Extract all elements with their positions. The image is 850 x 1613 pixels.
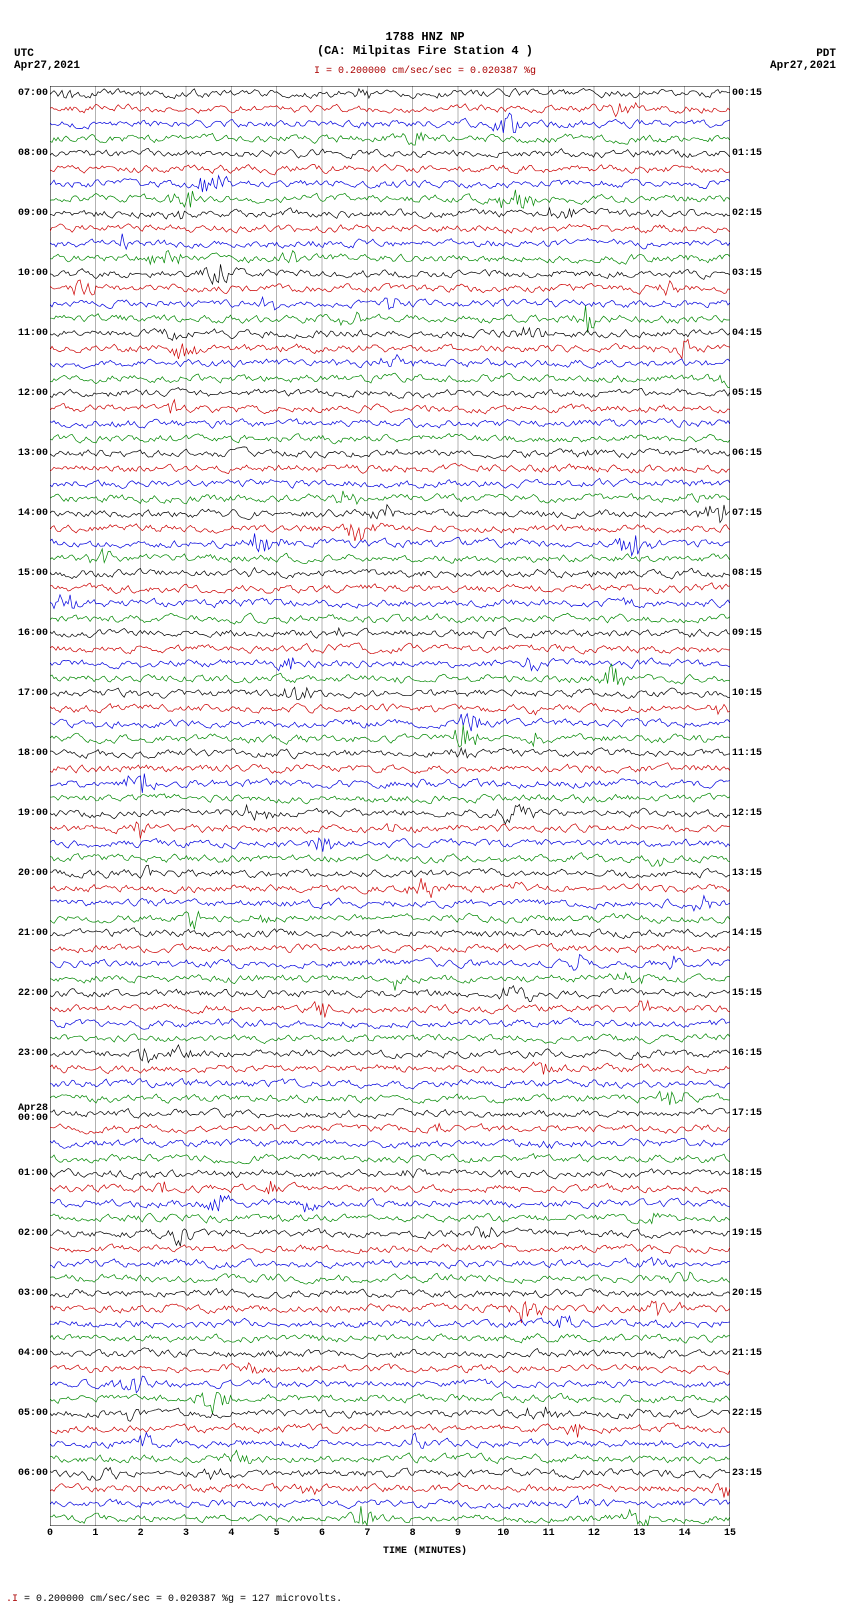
hour-label: 03:00 bbox=[18, 1289, 48, 1299]
x-tick: 7 bbox=[364, 1528, 370, 1539]
hour-label: 12:00 bbox=[18, 389, 48, 399]
hour-label: Apr28 00:00 bbox=[18, 1104, 48, 1124]
hour-label: 09:15 bbox=[732, 629, 762, 639]
x-tick: 9 bbox=[455, 1528, 461, 1539]
station-id: 1788 HNZ NP bbox=[0, 30, 850, 44]
x-axis-title: TIME (MINUTES) bbox=[0, 1546, 850, 1557]
hour-label: 19:00 bbox=[18, 809, 48, 819]
x-tick: 13 bbox=[633, 1528, 645, 1539]
scale-text: = 0.200000 cm/sec/sec = 0.020387 %g bbox=[326, 66, 536, 77]
hour-label: 21:15 bbox=[732, 1349, 762, 1359]
tz-right-date: Apr27,2021 bbox=[770, 60, 836, 72]
hour-label: 11:15 bbox=[732, 749, 762, 759]
hour-label: 19:15 bbox=[732, 1229, 762, 1239]
hour-label: 12:15 bbox=[732, 809, 762, 819]
hour-label: 03:15 bbox=[732, 269, 762, 279]
scale-indicator: I = 0.200000 cm/sec/sec = 0.020387 %g bbox=[0, 66, 850, 77]
hour-label: 06:00 bbox=[18, 1469, 48, 1479]
scale-bar-icon: I bbox=[314, 66, 326, 77]
hour-label: 20:00 bbox=[18, 869, 48, 879]
hour-label: 11:00 bbox=[18, 329, 48, 339]
hour-label: 06:15 bbox=[732, 449, 762, 459]
timezone-right: PDT Apr27,2021 bbox=[770, 48, 836, 72]
hour-label: 08:00 bbox=[18, 149, 48, 159]
hour-label: 01:15 bbox=[732, 149, 762, 159]
hour-label: 14:00 bbox=[18, 509, 48, 519]
hour-label: 23:00 bbox=[18, 1049, 48, 1059]
x-tick: 4 bbox=[228, 1528, 234, 1539]
x-tick: 5 bbox=[274, 1528, 280, 1539]
hour-label: 22:00 bbox=[18, 989, 48, 999]
header: 1788 HNZ NP (CA: Milpitas Fire Station 4… bbox=[0, 30, 850, 58]
hour-label: 18:15 bbox=[732, 1169, 762, 1179]
seismogram-plot bbox=[50, 86, 730, 1526]
hour-label: 05:00 bbox=[18, 1409, 48, 1419]
tz-left-date: Apr27,2021 bbox=[14, 60, 80, 72]
x-tick: 11 bbox=[543, 1528, 555, 1539]
timezone-left: UTC Apr27,2021 bbox=[14, 48, 80, 72]
hour-label: 00:15 bbox=[732, 89, 762, 99]
pdt-hour-labels: 00:15 01:15 02:15 03:15 04:15 05:15 06:15 07:15… bbox=[732, 86, 792, 1526]
hour-label: 10:00 bbox=[18, 269, 48, 279]
x-tick: 0 bbox=[47, 1528, 53, 1539]
hour-label: 04:15 bbox=[732, 329, 762, 339]
hour-label: 23:15 bbox=[732, 1469, 762, 1479]
hour-label: 10:15 bbox=[732, 689, 762, 699]
hour-label: 13:00 bbox=[18, 449, 48, 459]
x-tick: 14 bbox=[679, 1528, 691, 1539]
x-tick: 10 bbox=[497, 1528, 509, 1539]
hour-label: 08:15 bbox=[732, 569, 762, 579]
hour-label: 04:00 bbox=[18, 1349, 48, 1359]
utc-hour-labels: 07:00 08:00 09:00 10:00 11:00 12:00 13:00 14:00… bbox=[6, 86, 48, 1526]
footer-scale-text: = 0.200000 cm/sec/sec = 0.020387 %g = 12… bbox=[24, 1594, 342, 1605]
x-tick: 15 bbox=[724, 1528, 736, 1539]
station-location: (CA: Milpitas Fire Station 4 ) bbox=[0, 44, 850, 58]
hour-label: 15:15 bbox=[732, 989, 762, 999]
hour-label: 05:15 bbox=[732, 389, 762, 399]
hour-label: 01:00 bbox=[18, 1169, 48, 1179]
hour-label: 21:00 bbox=[18, 929, 48, 939]
hour-label: 07:00 bbox=[18, 89, 48, 99]
footer-scale: .I = 0.200000 cm/sec/sec = 0.020387 %g =… bbox=[6, 1594, 342, 1605]
hour-label: 18:00 bbox=[18, 749, 48, 759]
hour-label: 02:00 bbox=[18, 1229, 48, 1239]
scale-bar-icon: .I bbox=[6, 1594, 24, 1605]
x-tick: 3 bbox=[183, 1528, 189, 1539]
x-tick: 2 bbox=[138, 1528, 144, 1539]
hour-label: 14:15 bbox=[732, 929, 762, 939]
tz-right-name: PDT bbox=[770, 48, 836, 60]
x-tick: 8 bbox=[410, 1528, 416, 1539]
hour-label: 22:15 bbox=[732, 1409, 762, 1419]
x-tick: 12 bbox=[588, 1528, 600, 1539]
hour-label: 07:15 bbox=[732, 509, 762, 519]
hour-label: 16:15 bbox=[732, 1049, 762, 1059]
x-tick: 1 bbox=[92, 1528, 98, 1539]
x-tick: 6 bbox=[319, 1528, 325, 1539]
hour-label: 02:15 bbox=[732, 209, 762, 219]
hour-label: 09:00 bbox=[18, 209, 48, 219]
hour-label: 17:00 bbox=[18, 689, 48, 699]
hour-label: 17:15 bbox=[732, 1109, 762, 1119]
hour-label: 13:15 bbox=[732, 869, 762, 879]
hour-label: 20:15 bbox=[732, 1289, 762, 1299]
hour-label: 15:00 bbox=[18, 569, 48, 579]
seismogram-page: 1788 HNZ NP (CA: Milpitas Fire Station 4… bbox=[0, 0, 850, 1613]
hour-label: 16:00 bbox=[18, 629, 48, 639]
tz-left-name: UTC bbox=[14, 48, 80, 60]
